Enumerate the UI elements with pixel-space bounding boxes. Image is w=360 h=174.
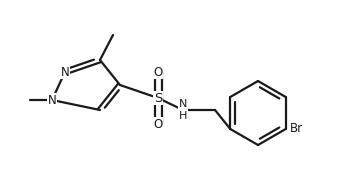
Text: N: N bbox=[60, 65, 69, 78]
Text: N: N bbox=[48, 93, 57, 106]
Text: N
H: N H bbox=[179, 99, 187, 121]
Text: S: S bbox=[154, 92, 162, 105]
Text: Br: Br bbox=[290, 122, 303, 136]
Text: O: O bbox=[153, 65, 163, 78]
Text: O: O bbox=[153, 117, 163, 130]
